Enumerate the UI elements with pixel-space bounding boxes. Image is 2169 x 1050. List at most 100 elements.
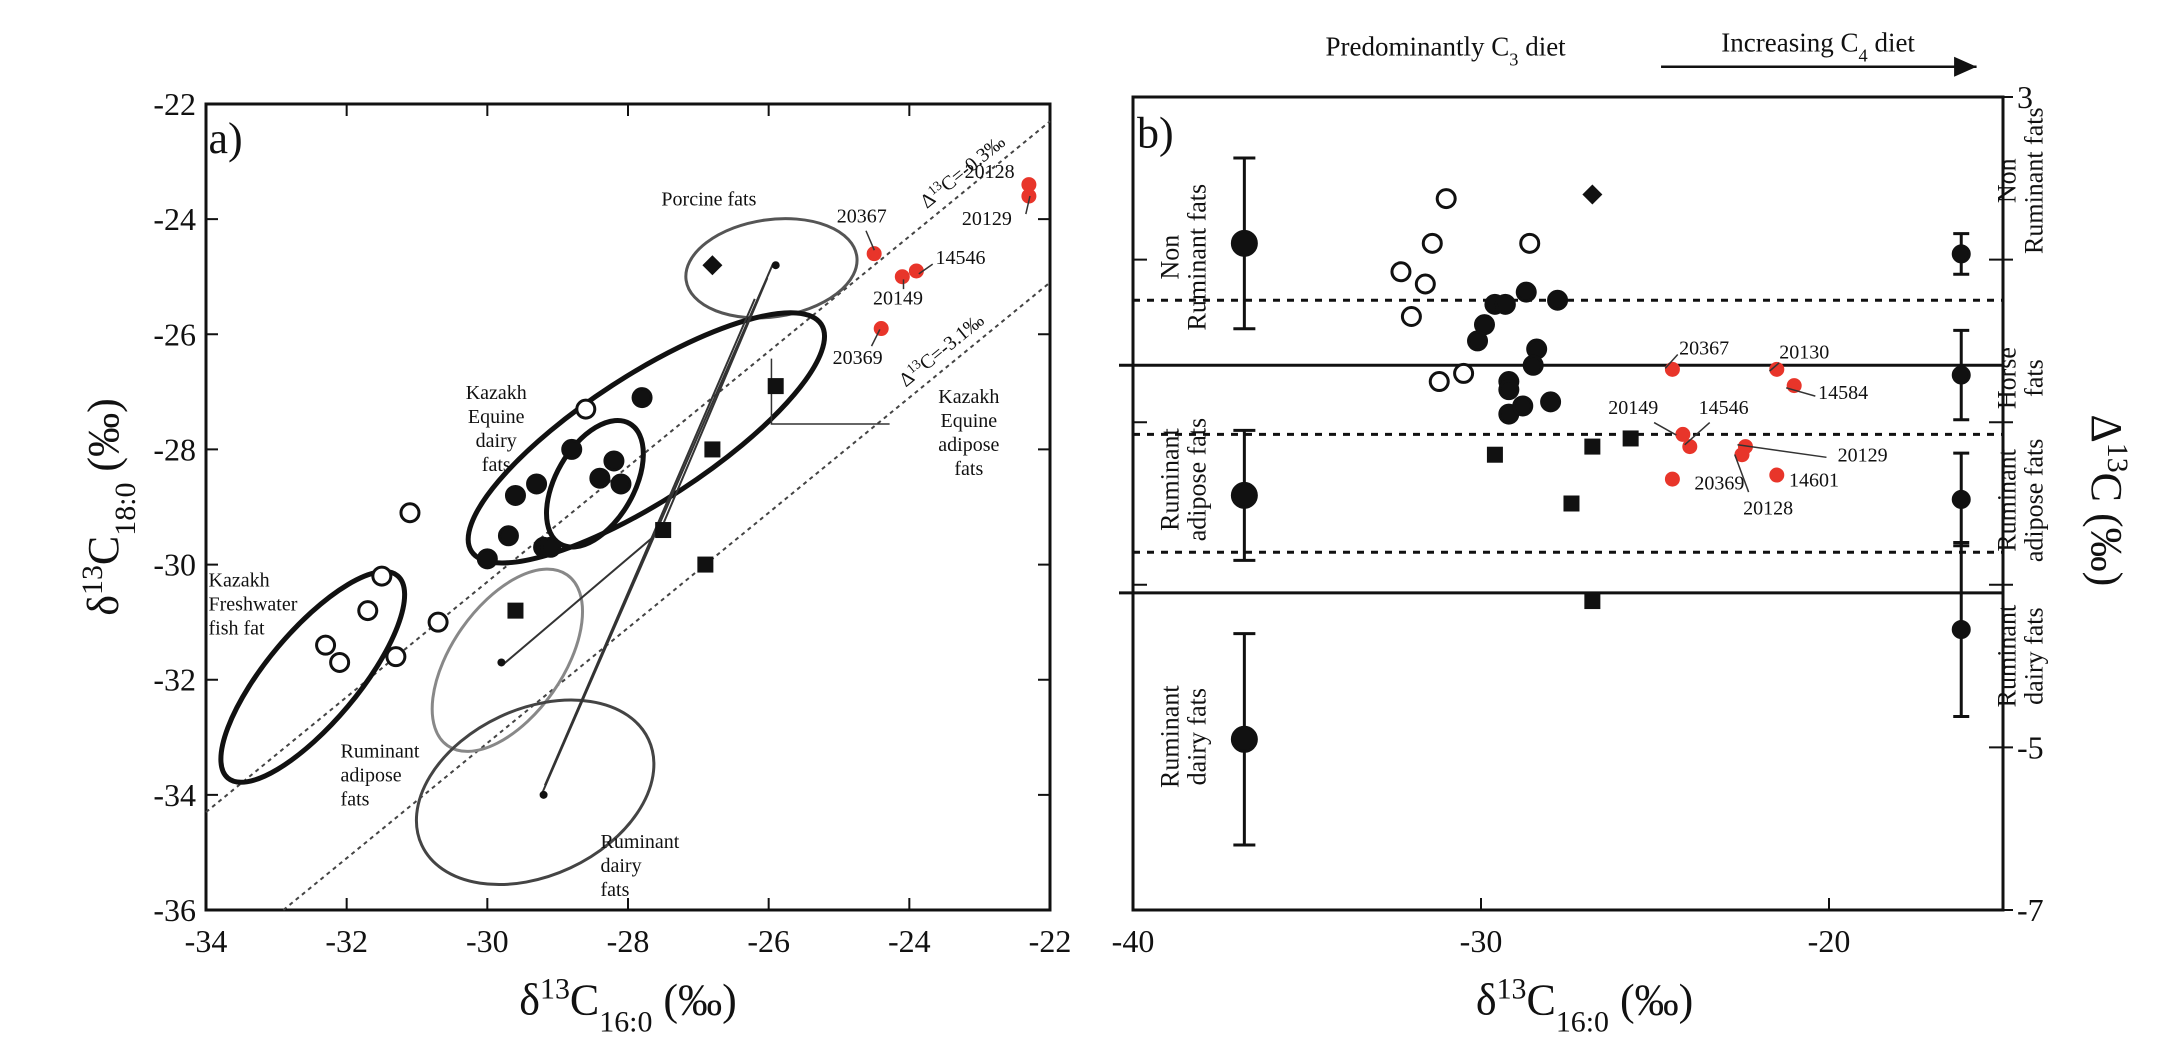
y-axis-title: δ13C18:0 (‰) — [76, 398, 142, 615]
point — [866, 246, 882, 262]
mean-point — [497, 658, 506, 667]
point — [1547, 289, 1569, 311]
text-run-sub: 16:0 — [599, 1005, 652, 1038]
text-run-sub: 3 — [1509, 50, 1518, 70]
leader-line — [1734, 454, 1750, 493]
diet-label: Predominantly C3 diet — [1326, 32, 1567, 70]
plot-frame — [1131, 95, 2005, 912]
text-line: Porcine fats — [661, 189, 756, 211]
text-line: fats — [954, 458, 983, 480]
x-tick-label: -34 — [185, 923, 228, 959]
y-tick-label: -24 — [153, 201, 196, 237]
x-tick-label: -40 — [1112, 923, 1155, 959]
point — [371, 565, 393, 587]
text-run: (‰) — [1609, 976, 1693, 1025]
point — [427, 611, 449, 633]
text-run-sup: 13 — [76, 565, 109, 595]
text-line: Ruminant — [600, 831, 679, 853]
x-axis-title: δ13C16:0 (‰) — [519, 972, 736, 1038]
annotation: Ruminant adipose fats — [341, 741, 420, 811]
group-ellipse — [465, 310, 828, 566]
text-run: Δ — [2082, 414, 2131, 442]
text-line: Equine — [468, 406, 525, 428]
x-tick-label: -32 — [325, 923, 368, 959]
point — [385, 646, 407, 668]
point — [1584, 593, 1601, 610]
text-line: fats — [482, 454, 511, 476]
y-tick-label: -5 — [2017, 729, 2044, 765]
point — [1453, 362, 1475, 384]
point — [767, 378, 784, 395]
point-label: 20367 — [1679, 337, 1729, 359]
point — [1428, 371, 1450, 393]
text-run: Predominantly C — [1326, 32, 1510, 62]
point — [399, 502, 421, 524]
point-label: 20128 — [965, 161, 1015, 183]
mean-point — [539, 790, 548, 799]
diet-label: Increasing C4 diet — [1721, 27, 1915, 65]
text-line: Freshwater — [209, 594, 298, 616]
reference-line — [282, 281, 1051, 911]
point-label: 20369 — [1694, 472, 1744, 494]
y-tick-label: -7 — [2017, 892, 2044, 928]
y-tick-label: 3 — [2017, 79, 2033, 115]
point — [603, 450, 625, 472]
y-tick-label: -36 — [153, 892, 196, 928]
connector — [543, 298, 756, 786]
text-run: δ — [519, 976, 540, 1025]
point — [1230, 481, 1258, 509]
point — [1734, 447, 1750, 463]
point-label: 20367 — [837, 205, 887, 227]
point — [1622, 430, 1639, 447]
point — [704, 441, 721, 458]
point — [1494, 293, 1516, 315]
point-label: 20149 — [1608, 397, 1658, 419]
text-line: adipose — [341, 765, 402, 787]
point — [1664, 471, 1680, 487]
point — [504, 484, 526, 506]
point-label: 20369 — [833, 347, 883, 369]
point — [357, 600, 379, 622]
text-line: Ruminant — [1993, 604, 2022, 707]
mean-point — [771, 261, 780, 270]
group-label: Ruminantadipose fats — [1993, 439, 2049, 562]
text-line: Horse — [1993, 347, 2022, 409]
y-tick-label: -32 — [153, 662, 196, 698]
leader-line — [865, 230, 875, 251]
panel-label: b) — [1137, 108, 1174, 157]
group-label: Ruminantadipose fats — [1156, 418, 1212, 541]
text-line: Ruminant — [1156, 685, 1185, 788]
point — [575, 398, 597, 420]
text-line: Kazakh — [938, 386, 999, 408]
y-tick-label: -26 — [153, 316, 196, 352]
point — [894, 269, 910, 285]
point-label: 14601 — [1789, 470, 1839, 492]
point — [1498, 379, 1520, 401]
text-line: dairy — [476, 430, 517, 452]
point — [1951, 620, 1971, 640]
text-run: (‰) — [79, 398, 128, 482]
point — [702, 255, 723, 276]
connector — [659, 277, 769, 532]
point — [476, 548, 498, 570]
annotation: Ruminant dairy fats — [600, 831, 679, 901]
text-line: Non — [1156, 235, 1185, 280]
x-axis-title: δ13C16:0 (‰) — [1476, 972, 1693, 1038]
point — [315, 634, 337, 656]
point — [1400, 306, 1422, 328]
point — [329, 651, 351, 673]
text-run: C — [1526, 976, 1555, 1025]
point — [1467, 330, 1489, 352]
leader-line — [918, 263, 934, 275]
point — [1540, 391, 1562, 413]
group-label: NonRuminant fats — [1993, 107, 2049, 254]
text-line: fats — [2020, 359, 2049, 397]
point — [631, 387, 653, 409]
reference-line — [205, 120, 1051, 813]
text-run: C — [570, 976, 599, 1025]
point — [1563, 495, 1580, 512]
y-axis-title: Δ13C (‰) — [2082, 414, 2135, 586]
point — [1951, 489, 1971, 509]
point — [507, 602, 524, 619]
